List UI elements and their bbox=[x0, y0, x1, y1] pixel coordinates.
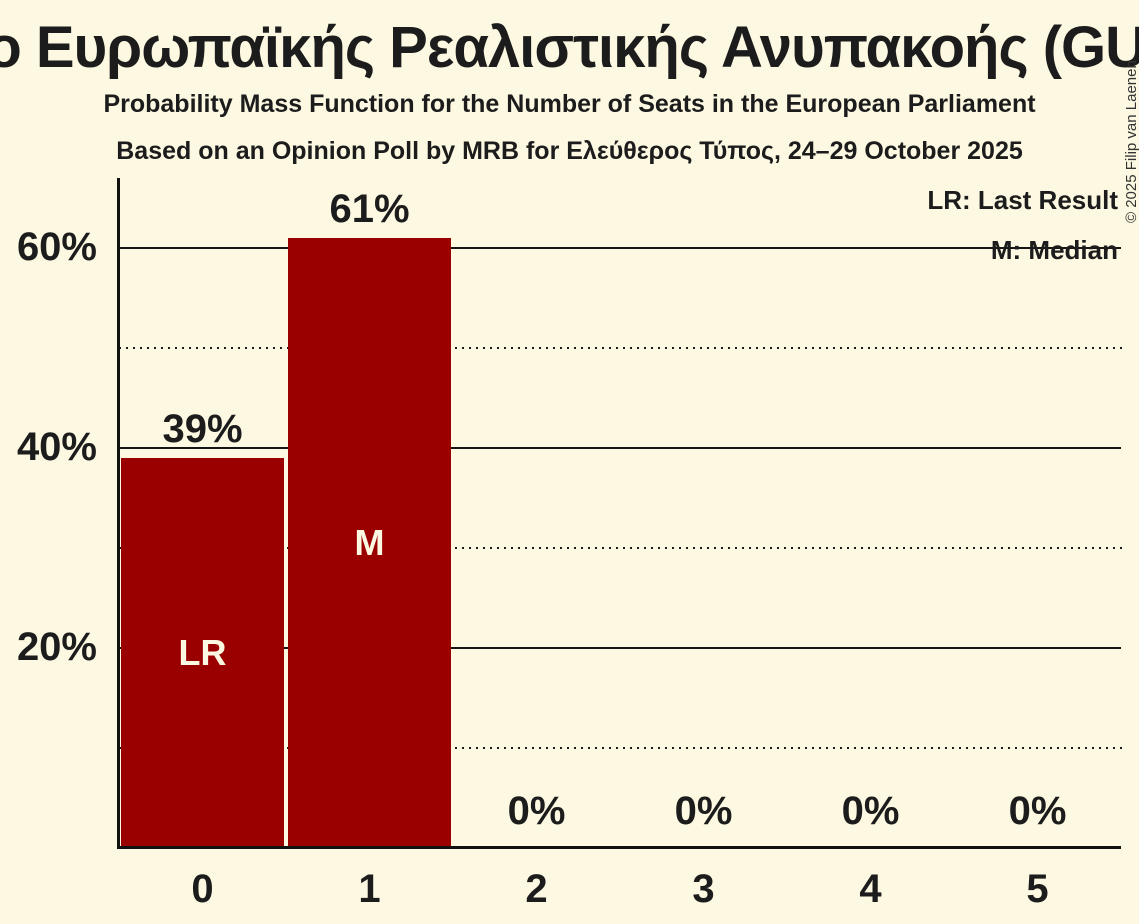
y-axis-line bbox=[117, 178, 120, 849]
value-label-seats-2: 0% bbox=[507, 789, 566, 833]
value-label-seats-4: 0% bbox=[841, 789, 900, 833]
chart-title: Μέτωπο Ευρωπαϊκής Ρεαλιστικής Ανυπακοής … bbox=[0, 15, 1139, 80]
gridline-solid-20pct bbox=[119, 647, 1121, 649]
value-label-seats-1: 61% bbox=[329, 187, 410, 231]
gridline-dotted-10pct bbox=[119, 747, 1123, 749]
value-label-seats-5: 0% bbox=[1008, 789, 1067, 833]
value-label-seats-3: 0% bbox=[674, 789, 733, 833]
bar-seats-0 bbox=[121, 458, 284, 848]
gridline-solid-40pct bbox=[119, 447, 1121, 449]
gridline-dotted-30pct bbox=[119, 547, 1123, 549]
bar-seats-1 bbox=[288, 238, 451, 848]
x-tick-seats-2: 2 bbox=[525, 867, 548, 911]
x-tick-seats-4: 4 bbox=[859, 867, 882, 911]
bar-annotation-m: M bbox=[354, 522, 385, 563]
gridline-solid-60pct bbox=[119, 247, 1121, 249]
chart-subtitle: Probability Mass Function for the Number… bbox=[103, 90, 1036, 118]
bar-annotation-lr: LR bbox=[178, 632, 227, 673]
x-tick-seats-5: 5 bbox=[1026, 867, 1049, 911]
gridline-dotted-50pct bbox=[119, 347, 1123, 349]
y-tick-40pct: 40% bbox=[16, 425, 97, 469]
x-tick-seats-3: 3 bbox=[692, 867, 715, 911]
y-tick-20pct: 20% bbox=[16, 625, 97, 669]
legend-last-result: LR: Last Result bbox=[927, 185, 1118, 215]
y-tick-60pct: 60% bbox=[16, 225, 97, 269]
x-tick-seats-0: 0 bbox=[191, 867, 214, 911]
x-tick-seats-1: 1 bbox=[358, 867, 381, 911]
legend-median: M: Median bbox=[990, 235, 1118, 265]
chart-poll-source: Based on an Opinion Poll by MRB for Ελεύ… bbox=[116, 137, 1023, 165]
value-label-seats-0: 39% bbox=[162, 407, 243, 451]
x-axis-line bbox=[117, 846, 1121, 849]
